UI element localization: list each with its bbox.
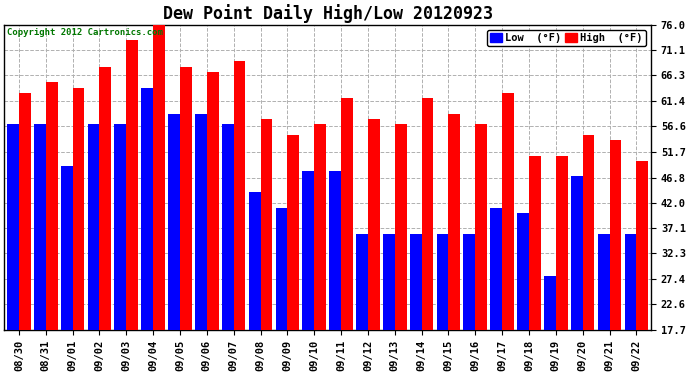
Bar [141,87,153,375]
Legend: Low  (°F), High  (°F): Low (°F), High (°F) [486,30,646,46]
Bar [475,124,487,375]
Bar [46,82,57,375]
Bar [571,177,582,375]
Bar [422,98,433,375]
Bar [609,140,621,375]
Bar [153,20,165,375]
Bar [356,234,368,375]
Bar [544,276,556,375]
Text: Copyright 2012 Cartronics.com: Copyright 2012 Cartronics.com [8,28,164,37]
Bar [115,124,126,375]
Bar [368,119,380,375]
Bar [329,171,341,375]
Bar [72,87,84,375]
Bar [502,93,514,375]
Bar [491,208,502,375]
Bar [302,171,314,375]
Bar [261,119,273,375]
Bar [383,234,395,375]
Bar [168,114,180,375]
Bar [287,135,299,375]
Bar [410,234,422,375]
Bar [180,67,192,375]
Bar [222,124,234,375]
Bar [624,234,636,375]
Bar [556,156,568,375]
Bar [314,124,326,375]
Bar [248,192,261,375]
Bar [464,234,475,375]
Bar [582,135,595,375]
Bar [341,98,353,375]
Bar [529,156,541,375]
Bar [448,114,460,375]
Bar [275,208,287,375]
Bar [126,40,138,375]
Bar [34,124,46,375]
Bar [99,67,111,375]
Bar [395,124,406,375]
Bar [7,124,19,375]
Bar [598,234,609,375]
Bar [19,93,31,375]
Bar [61,166,72,375]
Bar [636,161,648,375]
Bar [88,124,99,375]
Bar [437,234,448,375]
Title: Dew Point Daily High/Low 20120923: Dew Point Daily High/Low 20120923 [163,4,493,23]
Bar [195,114,207,375]
Bar [518,213,529,375]
Bar [207,72,219,375]
Bar [234,62,246,375]
